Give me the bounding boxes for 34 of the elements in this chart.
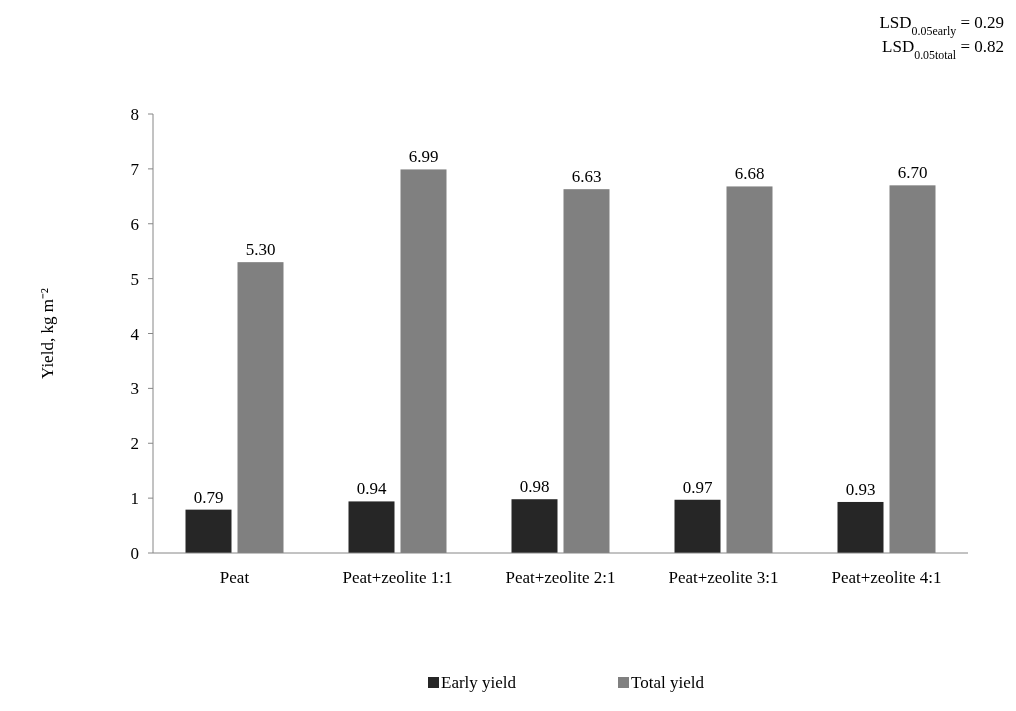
bar (674, 499, 721, 553)
data-label: 5.30 (245, 240, 276, 260)
data-label: 0.79 (193, 487, 224, 507)
data-label: 0.97 (682, 477, 713, 497)
data-label: 0.98 (519, 477, 550, 497)
x-tick-label: Peat+zeolite 1:1 (342, 568, 453, 587)
legend-label: Total yield (631, 673, 705, 692)
data-label: 6.63 (571, 167, 602, 187)
bar (185, 509, 232, 553)
y-tick-label: 2 (130, 434, 139, 454)
y-tick-label: 0 (130, 544, 139, 563)
y-tick-label: 4 (130, 324, 140, 344)
text: LSD$_{0.05early}$ = 0.29 (879, 13, 1004, 38)
data-label: 0.93 (845, 479, 876, 499)
bar (837, 501, 884, 553)
data-label: 6.99 (408, 147, 439, 167)
text: LSD$_{0.05total}$ = 0.82 (882, 37, 1004, 62)
data-label: 6.70 (897, 163, 928, 183)
data-label: 0.94 (356, 479, 387, 499)
y-tick-label: 6 (130, 214, 139, 234)
y-tick-label: 3 (130, 379, 139, 399)
x-tick-label: Peat+zeolite 3:1 (668, 568, 779, 587)
y-tick-label: 1 (130, 489, 139, 509)
y-tick-label: 5 (130, 269, 139, 289)
legend-label: Early yield (441, 673, 517, 692)
y-axis-title: Yield, kg m⁻² (38, 288, 57, 379)
y-tick-label: 8 (130, 105, 139, 124)
data-label: 6.68 (734, 164, 765, 184)
bar (348, 501, 395, 553)
x-tick-label: Peat+zeolite 4:1 (831, 568, 942, 587)
y-tick-label: 7 (130, 159, 140, 179)
x-tick-label: Peat (219, 568, 250, 587)
bar (511, 499, 558, 553)
x-tick-label: Peat+zeolite 2:1 (505, 568, 616, 587)
